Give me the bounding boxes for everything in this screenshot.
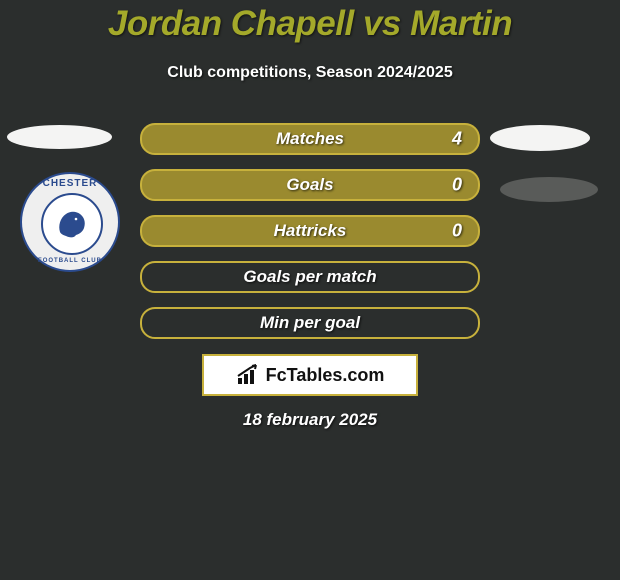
date-line: 18 february 2025 [0, 410, 620, 430]
brand-mid: Tables [287, 365, 343, 385]
page-title: Jordan Chapell vs Martin [0, 4, 620, 44]
player-silhouette-left [7, 125, 112, 149]
stat-bar-value: 0 [452, 221, 462, 242]
lion-icon [52, 204, 92, 244]
stat-bar-value: 0 [452, 175, 462, 196]
brand-panel: FcTables.com [202, 354, 418, 396]
comparison-infographic: Jordan Chapell vs Martin Club competitio… [0, 0, 620, 580]
stat-bar-label: Hattricks [142, 221, 478, 241]
stat-bar-label: Matches [142, 129, 478, 149]
badge-center [41, 193, 103, 255]
stat-bar: Goals per match [140, 261, 480, 293]
stat-bar: Min per goal [140, 307, 480, 339]
stat-bar-label: Goals per match [142, 267, 478, 287]
badge-bottom-text: FOOTBALL CLUB [20, 258, 120, 264]
stat-bar: Matches4 [140, 123, 480, 155]
page-subtitle: Club competitions, Season 2024/2025 [0, 64, 620, 82]
stat-bar: Goals0 [140, 169, 480, 201]
player-silhouette-right-1 [490, 125, 590, 151]
stat-bar: Hattricks0 [140, 215, 480, 247]
brand-text: FcTables.com [266, 365, 385, 386]
stat-bar-label: Goals [142, 175, 478, 195]
bar-chart-icon [236, 364, 262, 386]
badge-top-text: CHESTER [20, 178, 120, 189]
club-badge: CHESTER FOOTBALL CLUB [20, 172, 120, 272]
stat-bar-value: 4 [452, 129, 462, 150]
player-silhouette-right-2 [500, 177, 598, 202]
brand-suffix: .com [342, 365, 384, 385]
stat-bar-label: Min per goal [142, 313, 478, 333]
brand-prefix: Fc [266, 365, 287, 385]
